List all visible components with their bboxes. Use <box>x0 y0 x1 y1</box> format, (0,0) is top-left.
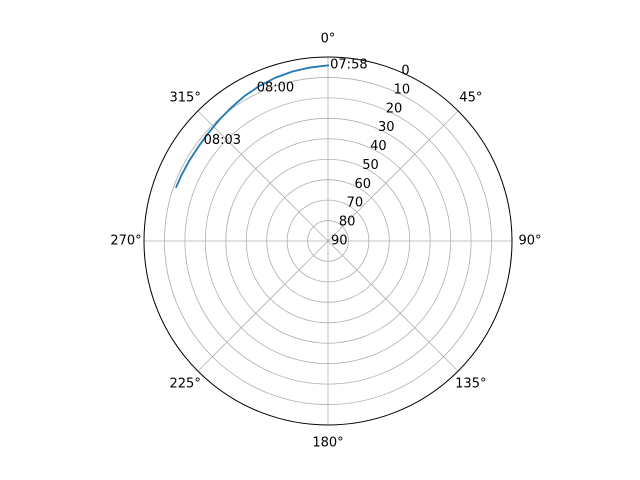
angular-gridline-45 <box>327 110 459 242</box>
angular-gridline-315 <box>197 110 329 242</box>
angular-gridline-225 <box>197 240 329 372</box>
point-label: 08:00 <box>257 81 294 96</box>
angle-tick-label: 90° <box>518 234 541 249</box>
radial-tick-label: 30 <box>378 120 395 135</box>
radial-tick-label: 90 <box>331 234 348 249</box>
angular-gridline-135 <box>327 240 459 372</box>
point-label: 07:58 <box>330 58 367 73</box>
radial-tick-label: 80 <box>339 215 356 230</box>
radial-tick-label: 10 <box>394 82 411 97</box>
series-line-0 <box>175 64 330 189</box>
angle-tick-label: 270° <box>110 234 141 249</box>
radial-tick-label: 60 <box>354 177 371 192</box>
polar-frame <box>143 56 513 426</box>
radial-tick-label: 20 <box>386 101 403 116</box>
angle-tick-label: 225° <box>170 376 201 391</box>
radial-tick-label: 70 <box>347 196 364 211</box>
angle-tick-label: 45° <box>459 91 482 106</box>
angle-tick-label: 315° <box>170 91 201 106</box>
radial-tick-label: 40 <box>370 139 387 154</box>
radial-tick-label: 0 <box>401 64 409 79</box>
angle-tick-label: 0° <box>321 32 336 47</box>
angle-tick-label: 180° <box>312 436 343 451</box>
radial-tick-label: 50 <box>362 158 379 173</box>
angle-tick-label: 135° <box>455 376 486 391</box>
point-label: 08:03 <box>204 133 241 148</box>
